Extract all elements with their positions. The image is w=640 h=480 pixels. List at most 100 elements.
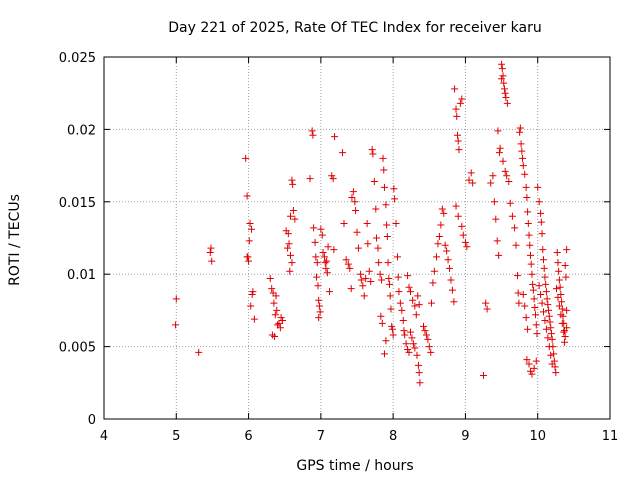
data-point <box>501 89 509 97</box>
data-point <box>555 276 563 284</box>
data-point <box>415 301 423 309</box>
chart-title: Day 221 of 2025, Rate Of TEC Index for r… <box>168 20 541 36</box>
data-point <box>324 243 332 251</box>
data-point <box>329 175 337 183</box>
data-point <box>244 253 252 261</box>
data-point <box>521 170 529 178</box>
data-point <box>413 351 421 359</box>
data-point <box>352 206 360 214</box>
data-point <box>519 162 527 170</box>
data-point <box>537 290 545 298</box>
data-point <box>527 260 535 268</box>
plot-frame <box>103 56 611 420</box>
data-point <box>529 280 537 288</box>
data-point <box>243 192 251 200</box>
data-point <box>386 280 394 288</box>
data-point <box>498 60 506 68</box>
data-point <box>415 369 423 377</box>
data-point <box>249 288 257 296</box>
data-point <box>535 282 543 290</box>
data-point <box>557 311 565 319</box>
data-point <box>447 276 455 284</box>
data-point <box>526 367 534 375</box>
data-point <box>315 314 323 322</box>
data-point <box>321 259 329 267</box>
y-tick-label: 0 <box>88 413 96 428</box>
data-point <box>528 270 536 278</box>
data-point <box>288 259 296 267</box>
data-point <box>387 305 395 313</box>
data-point <box>516 128 524 136</box>
data-point <box>315 296 323 304</box>
data-point <box>312 253 320 261</box>
data-point <box>537 209 545 217</box>
data-point <box>451 85 459 93</box>
data-point <box>374 244 382 252</box>
data-point <box>554 259 562 267</box>
data-point <box>382 337 390 345</box>
data-point <box>245 237 253 245</box>
data-point <box>522 314 530 322</box>
data-point <box>206 248 214 256</box>
data-point <box>459 231 467 239</box>
data-point <box>561 332 569 340</box>
data-point <box>525 231 533 239</box>
data-point <box>404 272 412 280</box>
data-point <box>357 276 365 284</box>
data-point <box>275 319 283 327</box>
data-point <box>521 302 529 310</box>
data-point <box>482 299 490 307</box>
data-point <box>512 241 520 249</box>
data-point <box>246 220 254 228</box>
data-point <box>306 175 314 183</box>
data-point <box>314 282 322 290</box>
data-point <box>558 305 566 313</box>
data-point <box>208 257 216 265</box>
data-point <box>554 293 562 301</box>
data-point <box>560 338 568 346</box>
data-point <box>425 343 433 351</box>
data-point <box>487 179 495 187</box>
data-point <box>271 311 279 319</box>
data-point <box>500 85 508 93</box>
data-point <box>269 289 277 297</box>
data-point <box>331 133 339 141</box>
x-tick-label: 6 <box>244 429 252 444</box>
data-point <box>408 334 416 342</box>
data-point <box>427 348 435 356</box>
data-point <box>365 267 373 275</box>
data-point <box>309 131 317 139</box>
data-point <box>524 325 532 333</box>
data-point <box>376 270 384 278</box>
data-point <box>547 330 555 338</box>
x-tick-label: 10 <box>529 429 546 444</box>
data-point <box>351 198 359 206</box>
data-point <box>286 251 294 259</box>
data-point <box>248 290 256 298</box>
data-point <box>558 319 566 327</box>
data-point <box>409 340 417 348</box>
data-point <box>385 275 393 283</box>
data-point <box>563 324 571 332</box>
y-tick-label: 0.01 <box>67 268 96 283</box>
data-point <box>383 233 391 241</box>
data-point <box>414 361 422 369</box>
data-point <box>430 267 438 275</box>
data-point <box>277 314 285 322</box>
data-point <box>523 193 531 201</box>
data-point <box>508 212 516 220</box>
data-point <box>551 363 559 371</box>
data-point <box>285 240 293 248</box>
data-point <box>503 172 511 180</box>
data-point <box>247 302 255 310</box>
data-point <box>556 283 564 291</box>
data-point <box>454 212 462 220</box>
data-point <box>494 127 502 135</box>
data-point <box>498 65 506 73</box>
data-point <box>411 302 419 310</box>
data-point <box>526 241 534 249</box>
data-point <box>266 275 274 283</box>
data-point <box>441 241 449 249</box>
data-point <box>242 154 250 162</box>
data-point <box>392 220 400 228</box>
